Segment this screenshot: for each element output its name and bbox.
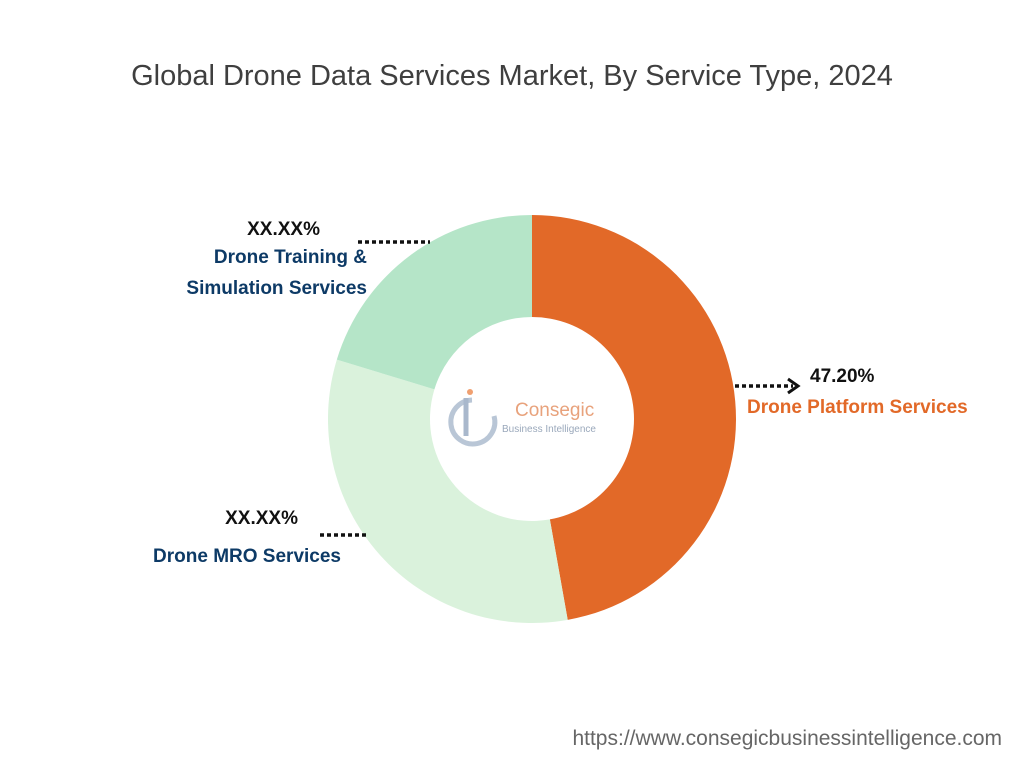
- category-label: Drone Training & Simulation Services: [186, 247, 367, 299]
- value-label: 47.20%: [810, 366, 875, 387]
- source: https://www.consegicbusinessintelligence…: [572, 727, 1002, 750]
- category-label: Drone Platform Services: [747, 397, 968, 418]
- value-label: XX.XX%: [225, 508, 298, 529]
- chart-title: Global Drone Data Services Market, By Se…: [131, 60, 893, 92]
- slice: [532, 215, 737, 620]
- slice: [327, 359, 568, 623]
- value-label: XX.XX%: [247, 219, 320, 240]
- arrowhead: [787, 377, 801, 395]
- logo-text: Consegic: [515, 400, 594, 421]
- leaders: [320, 240, 793, 537]
- category-label: Drone MRO Services: [153, 546, 341, 567]
- slice: [336, 215, 532, 390]
- logo-subtext: Business Intelligence: [502, 424, 596, 435]
- logo-icon: [448, 389, 498, 447]
- donut: [327, 215, 737, 623]
